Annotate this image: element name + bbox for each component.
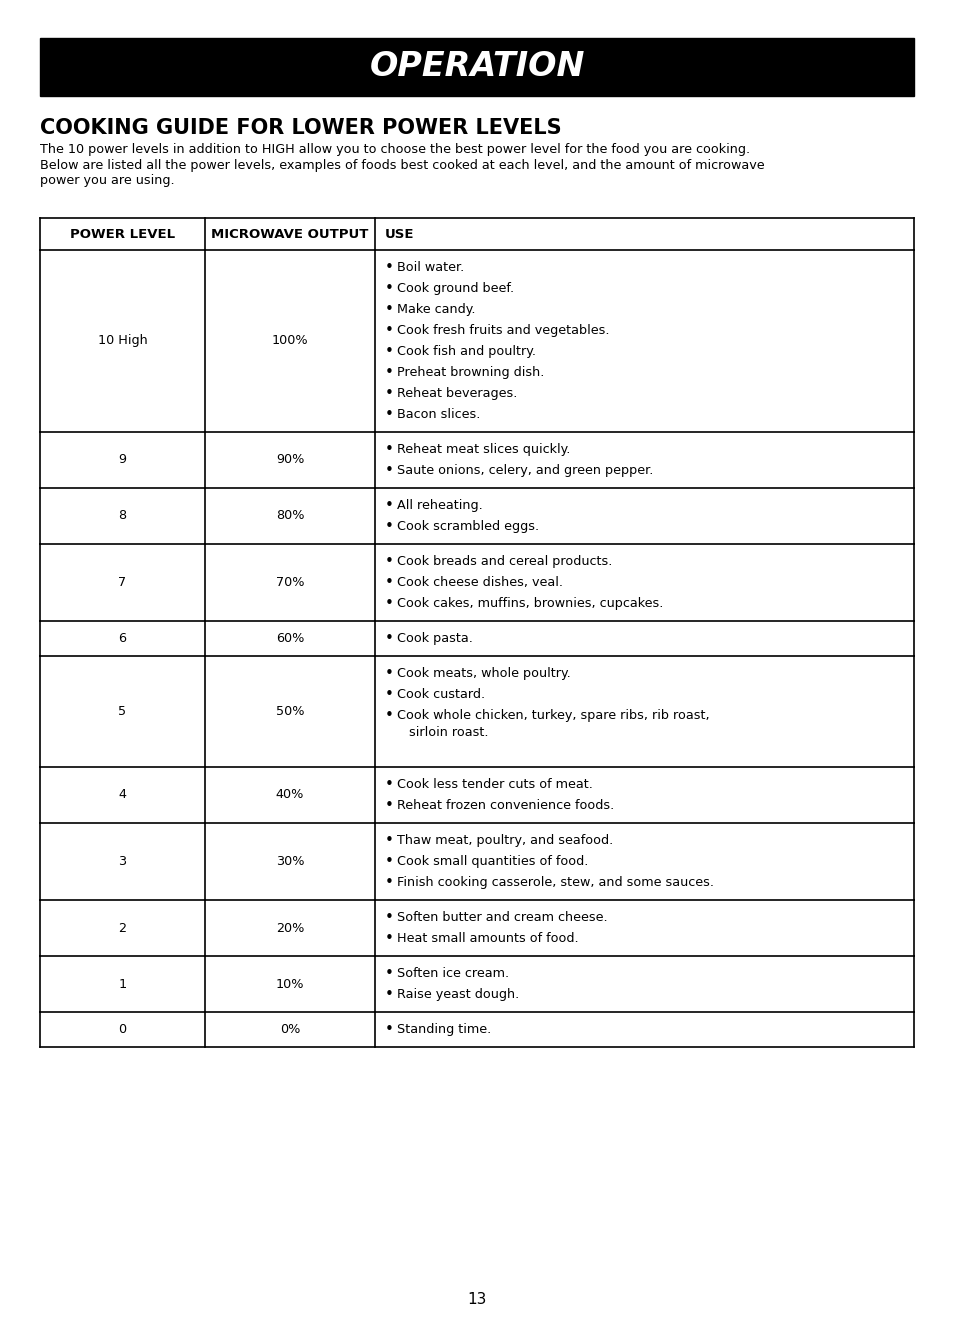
Text: Cook breads and cereal products.: Cook breads and cereal products.	[396, 556, 612, 568]
Text: 30%: 30%	[275, 855, 304, 868]
Text: Make candy.: Make candy.	[396, 303, 475, 315]
Text: •: •	[385, 687, 394, 702]
Text: 20%: 20%	[275, 922, 304, 934]
Text: 1: 1	[118, 977, 127, 990]
Bar	[40, 38, 913, 97]
Text: •: •	[385, 966, 394, 981]
Text: Saute onions, celery, and green pepper.: Saute onions, celery, and green pepper.	[396, 464, 653, 476]
Text: 10 High: 10 High	[97, 334, 147, 348]
Text: Cook cheese dishes, veal.: Cook cheese dishes, veal.	[396, 576, 562, 589]
Text: Standing time.: Standing time.	[396, 1023, 491, 1036]
Text: MICROWAVE OUTPUT: MICROWAVE OUTPUT	[212, 228, 368, 240]
Text: All reheating.: All reheating.	[396, 499, 482, 513]
Text: •: •	[385, 875, 394, 890]
Text: •: •	[385, 442, 394, 458]
Text: Bacon slices.: Bacon slices.	[396, 408, 480, 421]
Text: Soften butter and cream cheese.: Soften butter and cream cheese.	[396, 911, 607, 925]
Text: Cook whole chicken, turkey, spare ribs, rib roast,: Cook whole chicken, turkey, spare ribs, …	[396, 709, 709, 722]
Text: Cook scrambled eggs.: Cook scrambled eggs.	[396, 519, 538, 533]
Text: Soften ice cream.: Soften ice cream.	[396, 968, 509, 980]
Text: •: •	[385, 910, 394, 925]
Text: 0%: 0%	[279, 1023, 300, 1036]
Text: Below are listed all the power levels, examples of foods best cooked at each lev: Below are listed all the power levels, e…	[40, 158, 763, 172]
Text: •: •	[385, 596, 394, 611]
Text: •: •	[385, 777, 394, 792]
Text: Preheat browning dish.: Preheat browning dish.	[396, 366, 544, 378]
Text: •: •	[385, 666, 394, 680]
Text: 13: 13	[467, 1292, 486, 1307]
Text: COOKING GUIDE FOR LOWER POWER LEVELS: COOKING GUIDE FOR LOWER POWER LEVELS	[40, 118, 561, 138]
Text: OPERATION: OPERATION	[369, 51, 584, 83]
Text: Cook cakes, muffins, brownies, cupcakes.: Cook cakes, muffins, brownies, cupcakes.	[396, 597, 662, 611]
Text: power you are using.: power you are using.	[40, 174, 174, 187]
Text: •: •	[385, 386, 394, 401]
Text: Boil water.: Boil water.	[396, 260, 464, 274]
Text: Cook ground beef.: Cook ground beef.	[396, 282, 514, 295]
Text: •: •	[385, 798, 394, 813]
Text: Reheat frozen convenience foods.: Reheat frozen convenience foods.	[396, 798, 614, 812]
Text: Cook fresh fruits and vegetables.: Cook fresh fruits and vegetables.	[396, 323, 609, 337]
Text: Cook custard.: Cook custard.	[396, 688, 485, 701]
Text: •: •	[385, 1023, 394, 1037]
Text: 70%: 70%	[275, 576, 304, 589]
Text: •: •	[385, 519, 394, 534]
Text: POWER LEVEL: POWER LEVEL	[70, 228, 175, 240]
Text: •: •	[385, 344, 394, 360]
Text: 90%: 90%	[275, 454, 304, 467]
Text: 10%: 10%	[275, 977, 304, 990]
Text: Cook pasta.: Cook pasta.	[396, 632, 473, 646]
Text: Reheat meat slices quickly.: Reheat meat slices quickly.	[396, 443, 570, 456]
Text: Raise yeast dough.: Raise yeast dough.	[396, 988, 518, 1001]
Text: •: •	[385, 931, 394, 946]
Text: Cook less tender cuts of meat.: Cook less tender cuts of meat.	[396, 778, 592, 790]
Text: USE: USE	[385, 228, 414, 240]
Text: 4: 4	[118, 789, 127, 801]
Text: •: •	[385, 709, 394, 723]
Text: 50%: 50%	[275, 705, 304, 718]
Text: 5: 5	[118, 705, 127, 718]
Text: •: •	[385, 323, 394, 338]
Text: Thaw meat, poultry, and seafood.: Thaw meat, poultry, and seafood.	[396, 833, 613, 847]
Text: •: •	[385, 365, 394, 380]
Text: Reheat beverages.: Reheat beverages.	[396, 386, 517, 400]
Text: 9: 9	[118, 454, 127, 467]
Text: •: •	[385, 260, 394, 275]
Text: The 10 power levels in addition to HIGH allow you to choose the best power level: The 10 power levels in addition to HIGH …	[40, 144, 749, 156]
Text: 0: 0	[118, 1023, 127, 1036]
Text: sirloin roast.: sirloin roast.	[409, 726, 488, 739]
Text: Finish cooking casserole, stew, and some sauces.: Finish cooking casserole, stew, and some…	[396, 876, 713, 888]
Text: •: •	[385, 498, 394, 513]
Text: 8: 8	[118, 510, 127, 522]
Text: •: •	[385, 302, 394, 317]
Text: •: •	[385, 407, 394, 421]
Text: •: •	[385, 280, 394, 297]
Text: Cook small quantities of food.: Cook small quantities of food.	[396, 855, 588, 868]
Text: •: •	[385, 463, 394, 478]
Text: Heat small amounts of food.: Heat small amounts of food.	[396, 931, 578, 945]
Text: 7: 7	[118, 576, 127, 589]
Text: Cook meats, whole poultry.: Cook meats, whole poultry.	[396, 667, 570, 680]
Text: 2: 2	[118, 922, 127, 934]
Text: •: •	[385, 554, 394, 569]
Text: •: •	[385, 854, 394, 870]
Text: 6: 6	[118, 632, 127, 646]
Text: 100%: 100%	[272, 334, 308, 348]
Text: •: •	[385, 574, 394, 590]
Text: •: •	[385, 986, 394, 1002]
Text: •: •	[385, 631, 394, 646]
Text: 40%: 40%	[275, 789, 304, 801]
Text: 3: 3	[118, 855, 127, 868]
Text: 60%: 60%	[275, 632, 304, 646]
Text: Cook fish and poultry.: Cook fish and poultry.	[396, 345, 536, 358]
Text: •: •	[385, 833, 394, 848]
Text: 80%: 80%	[275, 510, 304, 522]
